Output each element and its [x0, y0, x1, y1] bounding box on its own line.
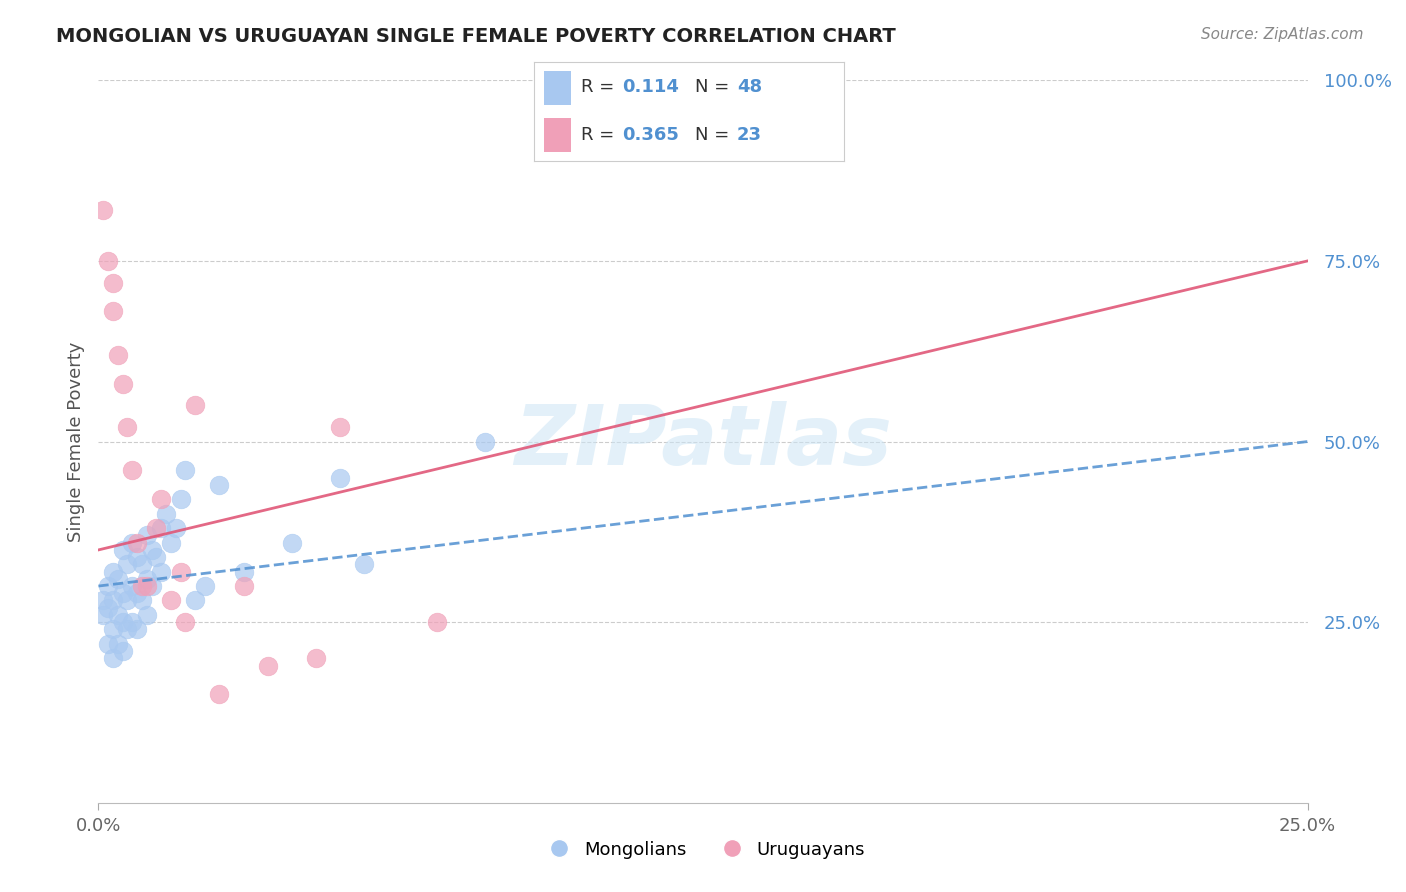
- Text: 0.114: 0.114: [623, 78, 679, 96]
- Text: Source: ZipAtlas.com: Source: ZipAtlas.com: [1201, 27, 1364, 42]
- Y-axis label: Single Female Poverty: Single Female Poverty: [66, 342, 84, 541]
- Point: [184, 398, 207, 412]
- Point: [121, 463, 143, 477]
- Point: [135, 579, 157, 593]
- Point: [117, 558, 139, 572]
- Point: [117, 623, 139, 637]
- Point: [135, 528, 157, 542]
- Point: [353, 558, 375, 572]
- Point: [127, 586, 149, 600]
- Point: [155, 507, 177, 521]
- Point: [121, 615, 143, 630]
- Point: [256, 658, 278, 673]
- Point: [145, 521, 167, 535]
- Point: [111, 644, 134, 658]
- Point: [474, 434, 496, 449]
- Point: [111, 542, 134, 557]
- Point: [107, 607, 129, 622]
- Point: [141, 579, 163, 593]
- Point: [131, 558, 153, 572]
- Point: [107, 348, 129, 362]
- Text: 23: 23: [737, 126, 762, 144]
- Point: [127, 550, 149, 565]
- Point: [184, 593, 207, 607]
- Text: N =: N =: [695, 78, 735, 96]
- Legend: Mongolians, Uruguayans: Mongolians, Uruguayans: [533, 834, 873, 866]
- Text: N =: N =: [695, 126, 735, 144]
- Point: [121, 579, 143, 593]
- Text: ZIPatlas: ZIPatlas: [515, 401, 891, 482]
- Point: [97, 579, 120, 593]
- Bar: [544, 71, 571, 104]
- Point: [131, 579, 153, 593]
- Point: [232, 579, 254, 593]
- Point: [145, 550, 167, 565]
- Point: [329, 420, 352, 434]
- Point: [135, 572, 157, 586]
- Point: [160, 593, 183, 607]
- Point: [117, 593, 139, 607]
- Text: R =: R =: [581, 78, 620, 96]
- Point: [121, 535, 143, 549]
- Point: [111, 376, 134, 391]
- Point: [101, 565, 124, 579]
- Point: [101, 304, 124, 318]
- Point: [111, 586, 134, 600]
- Point: [150, 492, 173, 507]
- Point: [91, 593, 114, 607]
- Point: [131, 593, 153, 607]
- Point: [135, 607, 157, 622]
- Text: 0.365: 0.365: [623, 126, 679, 144]
- Point: [117, 420, 139, 434]
- Point: [281, 535, 304, 549]
- Point: [91, 607, 114, 622]
- Point: [426, 615, 449, 630]
- Point: [174, 615, 197, 630]
- Point: [97, 637, 120, 651]
- Point: [169, 565, 191, 579]
- Point: [127, 623, 149, 637]
- Point: [91, 203, 114, 218]
- Point: [107, 637, 129, 651]
- Point: [127, 535, 149, 549]
- Point: [165, 521, 187, 535]
- Point: [208, 478, 231, 492]
- Point: [107, 572, 129, 586]
- Point: [141, 542, 163, 557]
- Point: [174, 463, 197, 477]
- Point: [150, 521, 173, 535]
- Point: [101, 593, 124, 607]
- Point: [97, 253, 120, 268]
- Text: R =: R =: [581, 126, 620, 144]
- Bar: [544, 119, 571, 152]
- Point: [111, 615, 134, 630]
- Point: [305, 651, 328, 665]
- Point: [208, 687, 231, 701]
- Point: [101, 623, 124, 637]
- Point: [150, 565, 173, 579]
- Point: [329, 470, 352, 484]
- Text: 48: 48: [737, 78, 762, 96]
- Text: MONGOLIAN VS URUGUAYAN SINGLE FEMALE POVERTY CORRELATION CHART: MONGOLIAN VS URUGUAYAN SINGLE FEMALE POV…: [56, 27, 896, 45]
- Point: [101, 276, 124, 290]
- Point: [194, 579, 217, 593]
- Point: [232, 565, 254, 579]
- Point: [169, 492, 191, 507]
- Point: [160, 535, 183, 549]
- Point: [97, 600, 120, 615]
- Point: [101, 651, 124, 665]
